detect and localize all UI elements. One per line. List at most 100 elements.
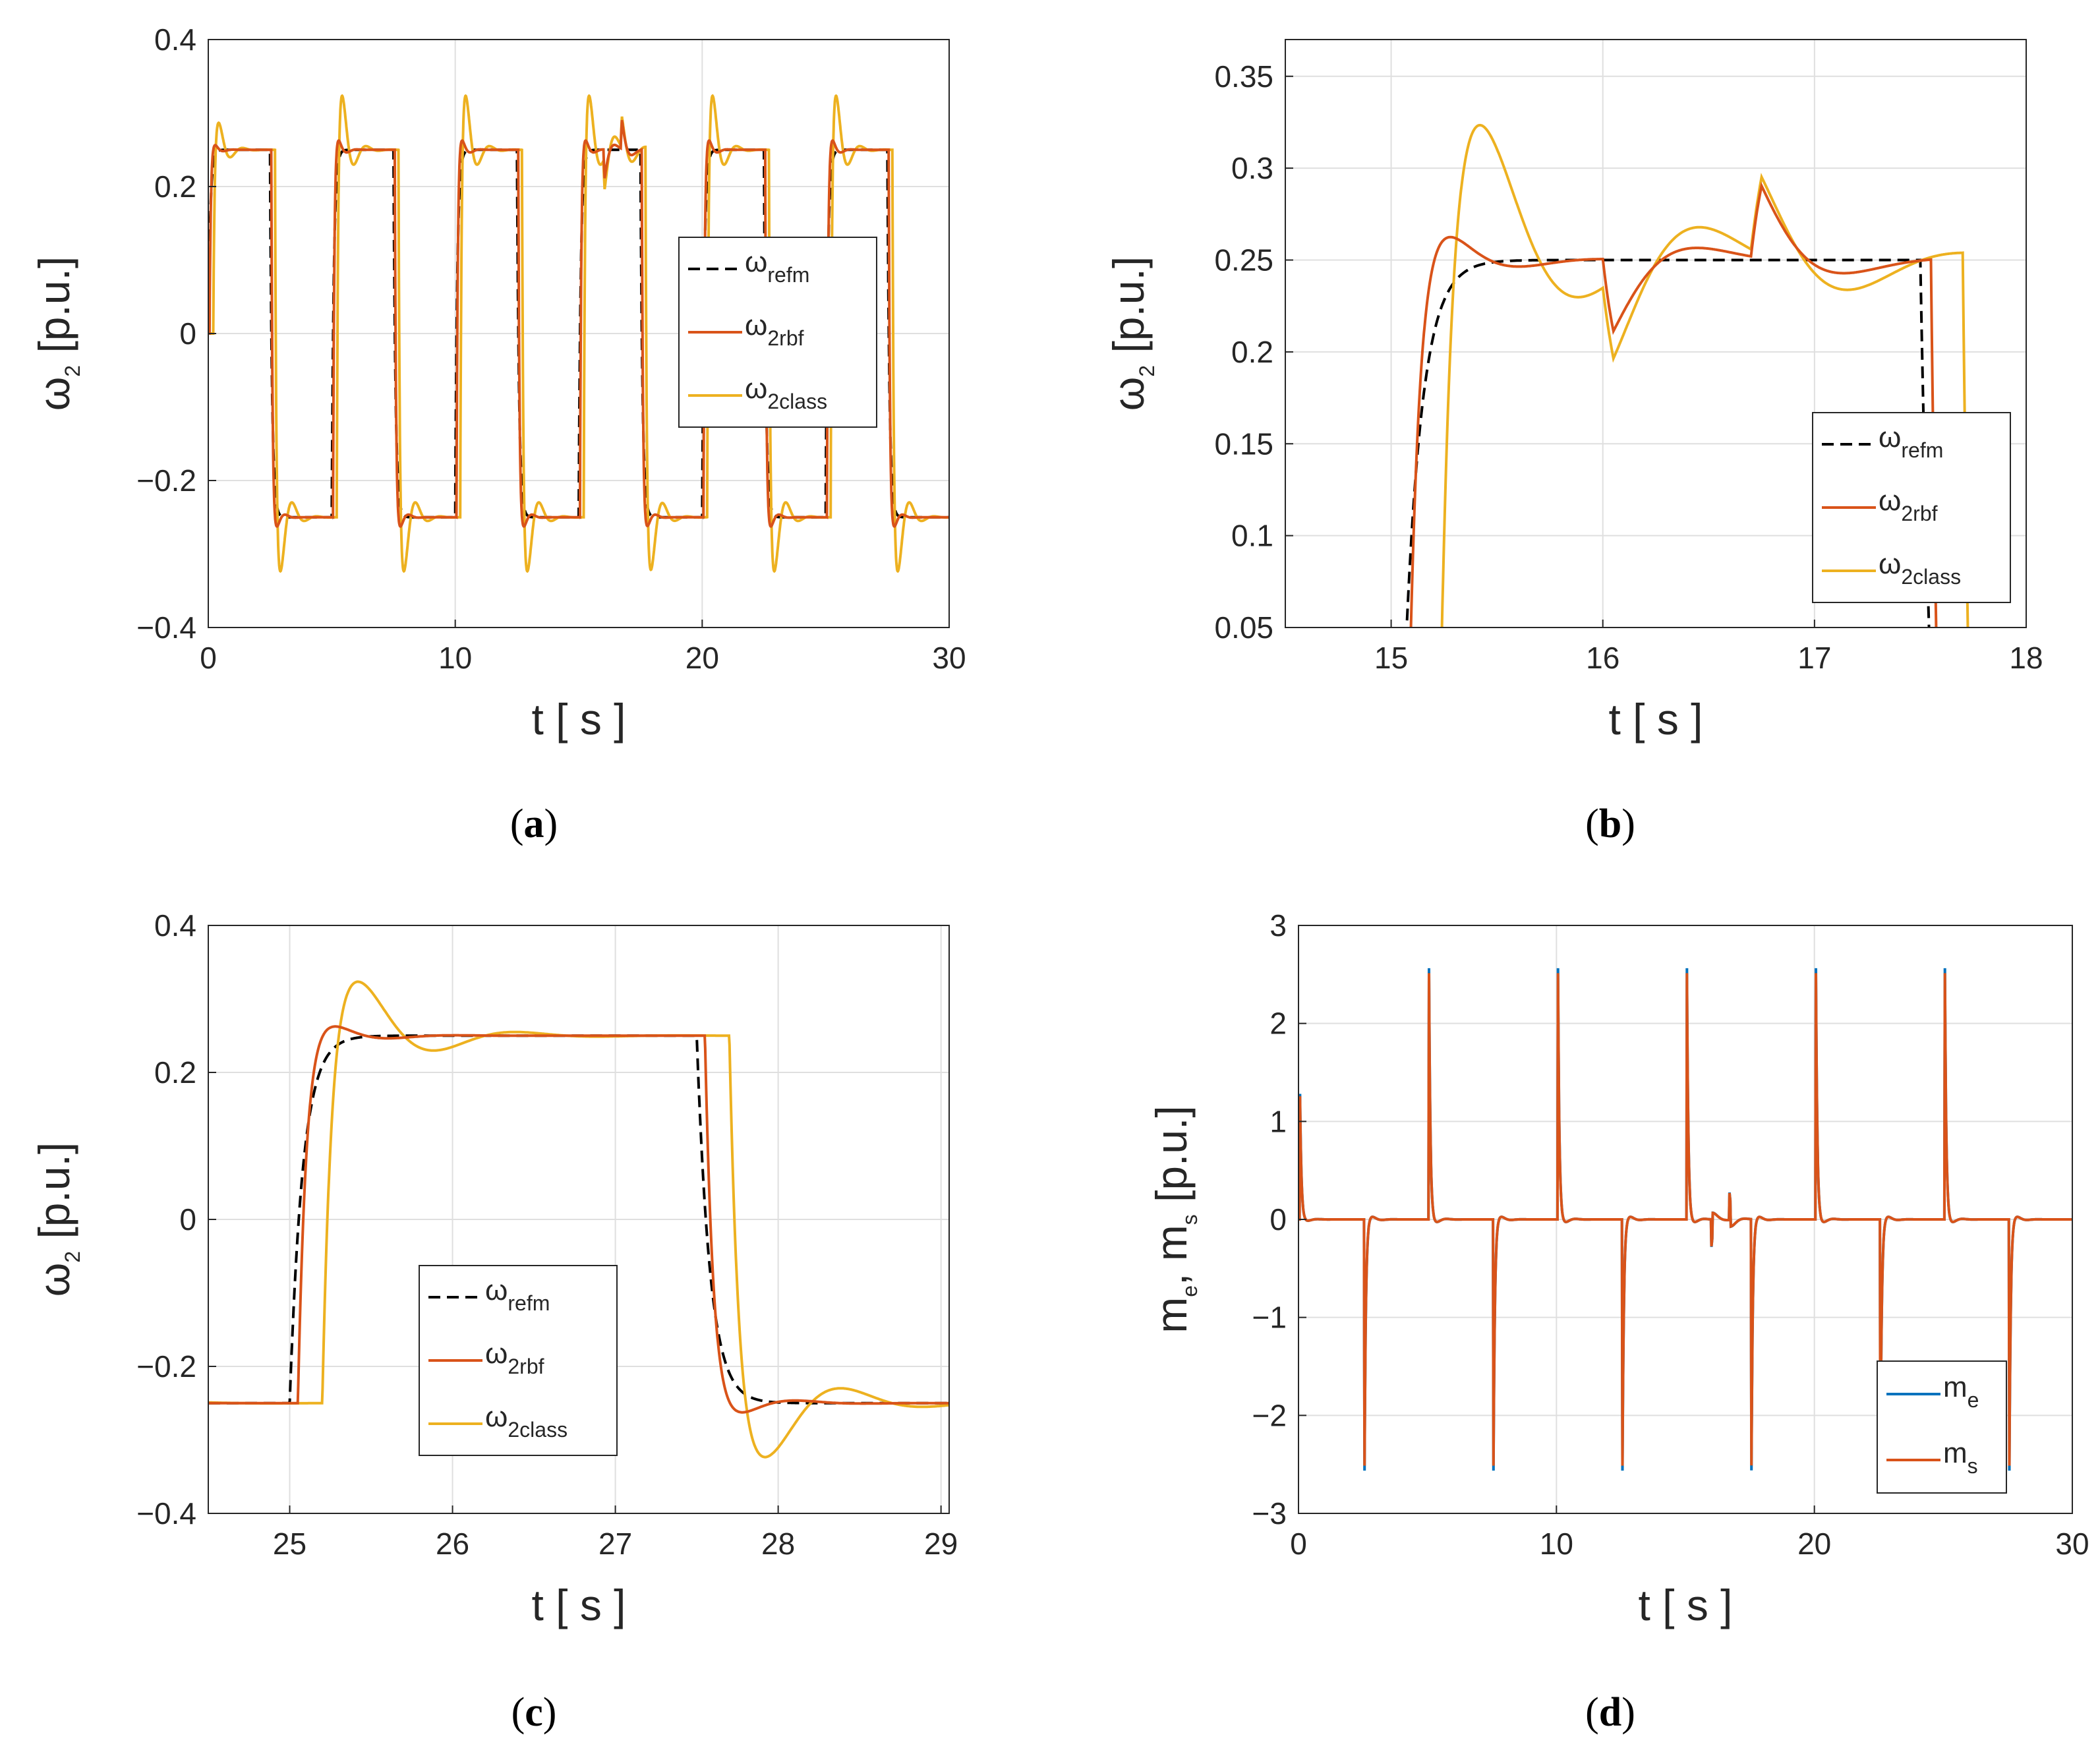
panel-b-legend-symbol-refm: ω bbox=[1879, 421, 1901, 453]
panel-b-y-tick-label-0: 0.05 bbox=[1214, 610, 1273, 645]
panel-a-y-tick-label-0: −0.4 bbox=[136, 610, 196, 645]
panel-d-y-ticks: −3 −2 −1 0 1 2 3 bbox=[1252, 908, 1306, 1531]
panel-d-x-ticks: 0 10 20 30 bbox=[1290, 1505, 2089, 1561]
panel-c-y-axis-unit: [p.u.] bbox=[30, 1142, 78, 1251]
panel-a-x-ticks: 0 10 20 30 bbox=[200, 620, 966, 675]
panel-b-y-axis-subscript: 2 bbox=[1135, 365, 1159, 377]
panel-a-y-ticks: −0.4 −0.2 0 0.2 0.4 bbox=[136, 22, 216, 645]
panel-a-series-2rbf bbox=[208, 120, 949, 528]
panel-d-y-tick-label-6: 3 bbox=[1269, 908, 1287, 943]
panel-c-legend-label-refm: ωrefm bbox=[485, 1274, 550, 1315]
panel-b-x-tick-label-0: 15 bbox=[1374, 641, 1408, 675]
panel-a-legend-label-classic: ω2class bbox=[745, 372, 827, 413]
panel-d-series-group bbox=[1298, 968, 2072, 1471]
panel-b-chart: 15 16 17 18 0.05 0.1 0.15 0.2 0.25 0.3 0.35 t [ s… bbox=[1104, 39, 2043, 846]
panel-d-legend-label-ms: ms bbox=[1943, 1437, 1978, 1478]
panel-b-x-axis-label: t [ s ] bbox=[1608, 695, 1703, 744]
panel-a-y-axis-label: ω2 [p.u.] bbox=[30, 256, 84, 411]
panel-b-x-tick-label-2: 17 bbox=[1797, 641, 1831, 675]
panel-c-y-axis-subscript: 2 bbox=[61, 1251, 84, 1263]
panel-b-legend-label-classic: ω2class bbox=[1879, 548, 1961, 589]
panel-b-legend-sub-rbf: 2rbf bbox=[1901, 502, 1937, 525]
panel-a-y-tick-label-3: 0.2 bbox=[154, 169, 196, 204]
panel-c-chart: 25 26 27 28 29 −0.4−0.200.20.4 t [ s ] ω2 [p… bbox=[30, 908, 958, 1735]
panel-b-caption: (b) bbox=[1585, 802, 1635, 846]
panel-c-x-tick-label-1: 26 bbox=[436, 1527, 469, 1561]
panel-c-y-axis-label: ω2 [p.u.] bbox=[30, 1142, 84, 1297]
panel-c-x-tick-label-4: 29 bbox=[924, 1527, 958, 1561]
panel-d-y-tick-label-1: −2 bbox=[1252, 1398, 1287, 1432]
panel-a-chart: 0 10 20 30 −0.4−0.200.20.4 t [ s ] ω2 [p.u.… bbox=[30, 22, 966, 846]
panel-d-legend-sub-me: e bbox=[1968, 1388, 1979, 1412]
panel-d-caption: (d) bbox=[1585, 1690, 1635, 1735]
panel-b-legend-label-refm: ωrefm bbox=[1879, 421, 1943, 462]
panel-c-series-2rbf bbox=[208, 1025, 949, 1414]
panel-c-x-tick-label-3: 28 bbox=[761, 1527, 795, 1561]
panel-d-legend-label-me: me bbox=[1943, 1371, 1979, 1412]
panel-d-series-ms bbox=[1298, 973, 2072, 1466]
panel-a-caption-letter: a bbox=[524, 802, 544, 846]
panel-b-y-tick-label-3: 0.2 bbox=[1231, 335, 1273, 369]
panel-b-x-tick-label-1: 16 bbox=[1586, 641, 1619, 675]
panel-c-series-group bbox=[208, 980, 949, 1459]
panel-a-legend-sub-rbf: 2rbf bbox=[767, 326, 803, 350]
panel-a-legend-label-rbf: ω2rbf bbox=[745, 309, 804, 350]
panel-a-y-tick-label-2: 0 bbox=[179, 316, 196, 351]
panel-c-y-tick-label-2: 0 bbox=[179, 1202, 196, 1237]
panel-c-legend-sub-classic: 2class bbox=[508, 1418, 568, 1442]
panel-d-x-axis-label: t [ s ] bbox=[1638, 1581, 1732, 1629]
panel-b-y-ticks: 0.05 0.1 0.15 0.2 0.25 0.3 0.35 bbox=[1214, 59, 1293, 645]
panel-a-series-group bbox=[208, 94, 949, 573]
panel-b-legend-sub-classic: 2class bbox=[1901, 565, 1961, 589]
panel-b-y-tick-label-2: 0.15 bbox=[1214, 426, 1273, 461]
panel-d-x-tick-label-3: 30 bbox=[2055, 1527, 2089, 1561]
panel-c-x-ticks: 25 26 27 28 29 bbox=[273, 1505, 958, 1561]
panel-b-x-tick-label-3: 18 bbox=[2009, 641, 2043, 675]
panel-b-y-axis-symbol: ω bbox=[1104, 377, 1153, 411]
panel-a-y-axis-unit: [p.u.] bbox=[30, 256, 78, 365]
panel-b-series-2class bbox=[1440, 123, 1969, 628]
panel-a-x-axis-label: t [ s ] bbox=[531, 695, 626, 744]
panel-a-legend-symbol-refm: ω bbox=[745, 246, 767, 278]
panel-a-x-tick-label-1: 10 bbox=[438, 641, 472, 675]
panel-b-x-ticks: 15 16 17 18 bbox=[1374, 620, 2043, 675]
panel-b-legend-symbol-classic: ω bbox=[1879, 548, 1901, 580]
panel-b-y-tick-label-5: 0.3 bbox=[1231, 151, 1273, 185]
panel-c-legend-sub-refm: refm bbox=[508, 1291, 550, 1315]
panel-b-series-2rbf bbox=[1409, 181, 1938, 628]
panel-d-legend-sub-ms: s bbox=[1968, 1454, 1978, 1478]
panel-c-legend-symbol-classic: ω bbox=[485, 1401, 508, 1433]
panel-c-legend-label-classic: ω2class bbox=[485, 1401, 568, 1442]
panel-c-x-tick-label-2: 27 bbox=[598, 1527, 632, 1561]
panel-a-legend-label-refm: ωrefm bbox=[745, 246, 809, 287]
panel-a-y-axis-subscript: 2 bbox=[61, 365, 84, 377]
panel-d-y-axis-sub-s: s bbox=[1178, 1214, 1202, 1225]
panel-d-legend-symbol-me: m bbox=[1943, 1371, 1968, 1403]
panel-b-axes-frame bbox=[1285, 39, 2027, 628]
panel-d-y-axis-sub-e: e bbox=[1178, 1285, 1202, 1297]
panel-c-x-axis-label: t [ s ] bbox=[531, 1581, 626, 1629]
panel-c-legend-sub-rbf: 2rbf bbox=[508, 1355, 544, 1378]
panel-b-legend-sub-refm: refm bbox=[1901, 438, 1943, 462]
panel-b-y-tick-label-1: 0.1 bbox=[1231, 519, 1273, 553]
panel-a-legend-sub-refm: refm bbox=[767, 263, 809, 287]
panel-c-legend-symbol-refm: ω bbox=[485, 1274, 508, 1306]
panel-a-y-tick-label-1: −0.2 bbox=[136, 463, 196, 498]
panel-d-legend-symbol-ms: m bbox=[1943, 1437, 1968, 1469]
panel-d-y-axis-unit: [p.u.] bbox=[1147, 1105, 1196, 1214]
panel-a-x-tick-label-2: 20 bbox=[685, 641, 719, 675]
panel-b-y-axis-label: ω2 [p.u.] bbox=[1104, 256, 1159, 411]
panel-c-y-tick-label-4: 0.4 bbox=[154, 908, 196, 943]
panel-a-legend-symbol-rbf: ω bbox=[745, 309, 767, 341]
panel-c-y-tick-label-1: −0.2 bbox=[136, 1349, 196, 1384]
panel-a-x-tick-label-0: 0 bbox=[200, 641, 217, 675]
panel-a-caption: (a) bbox=[510, 802, 558, 846]
panel-c-legend-label-rbf: ω2rbf bbox=[485, 1337, 544, 1378]
panel-d-caption-letter: d bbox=[1599, 1690, 1621, 1735]
panel-d-y-tick-label-5: 2 bbox=[1269, 1007, 1287, 1041]
panel-a-x-tick-label-3: 30 bbox=[932, 641, 966, 675]
